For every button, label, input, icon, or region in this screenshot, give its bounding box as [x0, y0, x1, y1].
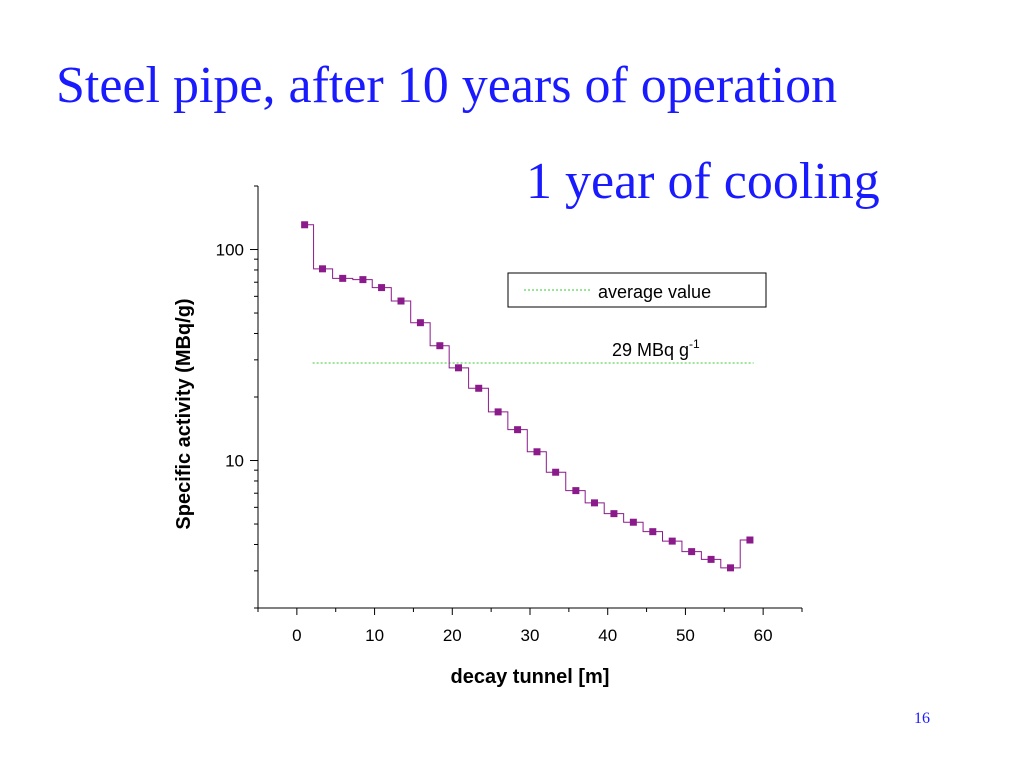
data-point [378, 284, 386, 292]
x-tick-label: 30 [521, 626, 540, 645]
data-point [301, 221, 309, 229]
annotation-text: 29 MBq g [612, 340, 689, 360]
x-tick-label: 60 [754, 626, 773, 645]
x-tick-label: 0 [292, 626, 301, 645]
data-point [688, 548, 696, 556]
x-tick-label: 40 [598, 626, 617, 645]
data-point [552, 468, 560, 476]
chart-legend: average value [507, 272, 767, 308]
data-point [397, 297, 405, 305]
data-point [514, 426, 522, 434]
data-point [707, 555, 715, 563]
data-point [746, 536, 754, 544]
data-point [319, 265, 327, 273]
data-point [591, 499, 599, 507]
data-point [494, 408, 502, 416]
data-point [610, 510, 618, 518]
data-point [436, 342, 444, 350]
x-axis-title: decay tunnel [m] [451, 666, 610, 688]
x-tick-label: 50 [676, 626, 695, 645]
y-tick-label: 100 [216, 241, 244, 260]
x-tick-label: 20 [443, 626, 462, 645]
data-point [339, 274, 347, 282]
data-point [727, 564, 735, 572]
data-point [359, 276, 367, 284]
page-number: 16 [914, 710, 930, 727]
y-tick-label: 10 [225, 452, 244, 471]
data-point [455, 364, 463, 372]
slide-title-line2: 1 year of cooling [526, 153, 880, 210]
x-tick-label: 10 [365, 626, 384, 645]
legend-box [507, 272, 767, 308]
series-step-line [304, 224, 753, 569]
data-point [533, 448, 541, 456]
annotation-average-value: 29 MBq g-1 [612, 337, 700, 360]
data-point [629, 518, 637, 526]
chart-axes: 0 10 20 30 40 50 60 10 100 [216, 185, 803, 645]
data-point [475, 384, 483, 392]
data-point [572, 487, 580, 495]
slide-title-line1: Steel pipe, after 10 years of operation [56, 57, 838, 114]
data-point [668, 537, 676, 545]
legend-label-average: average value [598, 282, 711, 302]
data-point [416, 319, 424, 327]
annotation-superscript: -1 [689, 337, 700, 351]
series-group [301, 221, 754, 572]
data-point [649, 528, 657, 536]
y-axis-title: Specific activity (MBq/g) [173, 298, 195, 529]
